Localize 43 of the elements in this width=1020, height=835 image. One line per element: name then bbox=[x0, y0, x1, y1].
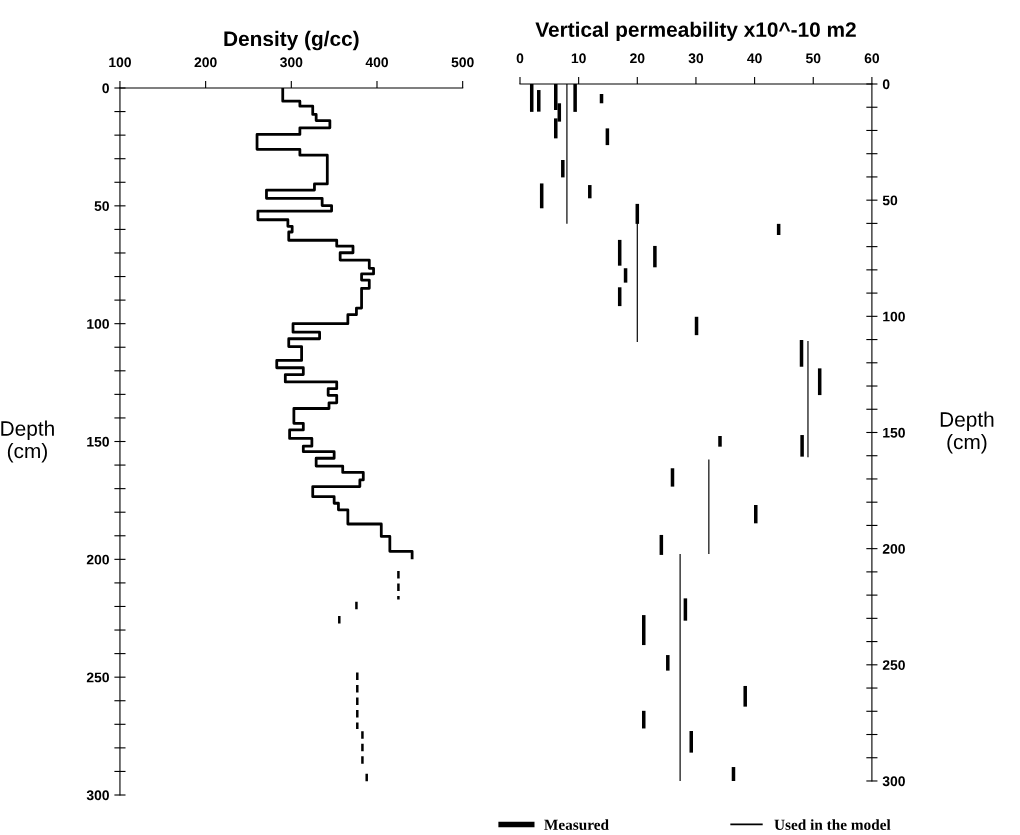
chart-title: Vertical permeability x10^-10 m2 bbox=[535, 21, 856, 42]
x-tick-label: 20 bbox=[630, 53, 645, 64]
y-tick-label: 150 bbox=[87, 436, 109, 447]
x-tick-label: 0 bbox=[516, 53, 524, 64]
bar bbox=[641, 615, 646, 646]
y-tick-label: 100 bbox=[883, 311, 905, 322]
bar bbox=[653, 245, 657, 268]
x-tick-label: 100 bbox=[109, 57, 131, 68]
y-tick-label: 200 bbox=[882, 543, 905, 554]
x-tick-label: 200 bbox=[194, 57, 217, 68]
bar bbox=[718, 435, 722, 447]
y-tick-label: 0 bbox=[882, 79, 890, 90]
bar bbox=[754, 504, 758, 524]
x-tick-label: 40 bbox=[747, 53, 762, 64]
bar bbox=[743, 685, 747, 707]
y-tick-label: 50 bbox=[882, 195, 898, 206]
x-tick-label: 60 bbox=[864, 53, 880, 64]
bar bbox=[800, 435, 804, 457]
x-tick-label: 400 bbox=[365, 57, 389, 68]
y-tick-label: 0 bbox=[102, 83, 109, 94]
y-tick-label: 100 bbox=[87, 319, 109, 329]
y-tick-label: 300 bbox=[86, 790, 109, 801]
x-tick-label: 500 bbox=[451, 57, 474, 68]
bar bbox=[689, 731, 694, 753]
x-tick-label: 10 bbox=[571, 53, 586, 64]
y-tick-label: 50 bbox=[94, 201, 109, 212]
bar bbox=[666, 655, 670, 671]
y-tick-label: 250 bbox=[86, 672, 109, 683]
bar bbox=[537, 90, 541, 112]
y-tick-label: 300 bbox=[882, 776, 905, 787]
x-tick-label: 30 bbox=[688, 53, 704, 64]
bar bbox=[588, 185, 592, 199]
legend-label: Used in the model bbox=[774, 819, 891, 830]
x-tick-label: 300 bbox=[280, 57, 303, 68]
y-tick-label: 250 bbox=[882, 660, 905, 670]
legend-label: Measured bbox=[544, 819, 609, 830]
x-tick-label: 50 bbox=[805, 53, 821, 64]
bar bbox=[641, 710, 646, 729]
x-axis-title: Density (g/cc) bbox=[224, 30, 359, 51]
y-axis-title: Depth (cm) bbox=[1, 420, 54, 463]
y-axis-title: Depth (cm) bbox=[940, 411, 994, 454]
y-tick-label: 200 bbox=[86, 554, 109, 565]
y-tick-label: 150 bbox=[883, 427, 905, 438]
